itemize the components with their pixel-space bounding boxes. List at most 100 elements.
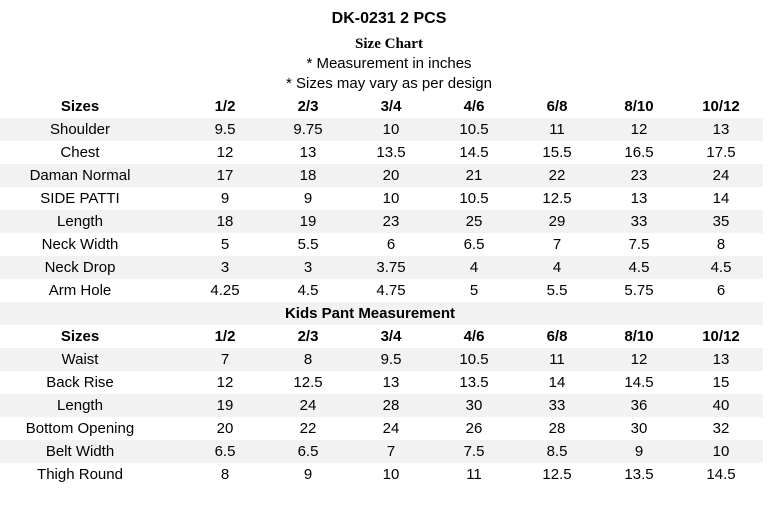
- table-cell: 6.5: [463, 236, 485, 253]
- table-cell: 6: [716, 282, 726, 299]
- table-row: Length 18 19 23 25 29 33 35: [0, 210, 763, 233]
- table-cell: 13: [299, 144, 317, 161]
- table-cell: Thigh Round: [37, 466, 123, 483]
- table-cell: 13.5: [376, 144, 406, 161]
- table-row: Bottom Opening 20 22 24 26 28 30 32: [0, 417, 763, 440]
- table-cell: 12: [630, 351, 648, 368]
- table-cell: 7: [386, 443, 396, 460]
- table-cell: 9.5: [380, 351, 402, 368]
- table-cell: Length: [57, 397, 103, 414]
- table-row: Shoulder 9.5 9.75 10 10.5 11 12 13: [0, 118, 763, 141]
- header-cell: 8/10: [624, 98, 654, 115]
- table-cell: 13.5: [459, 374, 489, 391]
- table-cell: 8: [220, 466, 230, 483]
- table-cell: 9: [634, 443, 644, 460]
- note: * Measurement in inches: [306, 55, 472, 72]
- table-row: Daman Normal 17 18 20 21 22 23 24: [0, 164, 763, 187]
- table-cell: 40: [712, 397, 730, 414]
- table-cell: 22: [299, 420, 317, 437]
- header-cell: 10/12: [702, 98, 740, 115]
- table-cell: 13.5: [624, 466, 654, 483]
- header-cell: 3/4: [380, 328, 402, 345]
- table-cell: 9.5: [214, 121, 236, 138]
- table-cell: Neck Width: [41, 236, 119, 253]
- header-cell: 1/2: [214, 328, 236, 345]
- table-cell: 6: [386, 236, 396, 253]
- table-cell: 10: [382, 121, 400, 138]
- table-cell: 15.5: [542, 144, 572, 161]
- header-cell: Sizes: [60, 328, 100, 345]
- table-cell: 10: [712, 443, 730, 460]
- table-cell: 23: [382, 213, 400, 230]
- table-cell: 8: [716, 236, 726, 253]
- table-row: SIDE PATTI 9 9 10 10.5 12.5 13 14: [0, 187, 763, 210]
- table-cell: 4.5: [710, 259, 732, 276]
- table-cell: 12: [216, 144, 234, 161]
- table-cell: 14.5: [706, 466, 736, 483]
- table-cell: 10: [382, 466, 400, 483]
- header-cell: 4/6: [463, 98, 485, 115]
- table-row: Chest 12 13 13.5 14.5 15.5 16.5 17.5: [0, 141, 763, 164]
- table-cell: 4.5: [297, 282, 319, 299]
- table-cell: 5.75: [624, 282, 654, 299]
- section-row: Kids Pant Measurement: [0, 302, 763, 325]
- table-row: Back Rise 12 12.5 13 13.5 14 14.5 15: [0, 371, 763, 394]
- table-cell: 26: [465, 420, 483, 437]
- table-cell: 7: [220, 351, 230, 368]
- table-row: Thigh Round 8 9 10 11 12.5 13.5 14.5: [0, 463, 763, 486]
- table-cell: 35: [712, 213, 730, 230]
- table-cell: 17: [216, 167, 234, 184]
- table-cell: 19: [299, 213, 317, 230]
- header-row: Sizes 1/2 2/3 3/4 4/6 6/8 8/10 10/12: [0, 325, 763, 348]
- table-cell: 14.5: [459, 144, 489, 161]
- table-cell: 10.5: [459, 121, 489, 138]
- table-cell: 9: [303, 190, 313, 207]
- table-cell: 13: [712, 121, 730, 138]
- table-cell: 5.5: [297, 236, 319, 253]
- table-cell: 13: [630, 190, 648, 207]
- table-cell: 18: [216, 213, 234, 230]
- table-cell: 7.5: [463, 443, 485, 460]
- table-cell: 4: [469, 259, 479, 276]
- table-row: Belt Width 6.5 6.5 7 7.5 8.5 9 10: [0, 440, 763, 463]
- table-cell: 24: [382, 420, 400, 437]
- table-cell: 36: [630, 397, 648, 414]
- table-cell: 8.5: [546, 443, 568, 460]
- table-row: Arm Hole 4.25 4.5 4.75 5 5.5 5.75 6: [0, 279, 763, 302]
- table-cell: 12.5: [542, 466, 572, 483]
- table-cell: 14: [712, 190, 730, 207]
- header-row: Sizes 1/2 2/3 3/4 4/6 6/8 8/10 10/12: [0, 95, 763, 118]
- header-cell: 6/8: [546, 98, 568, 115]
- table-cell: Chest: [60, 144, 100, 161]
- table-cell: 14: [548, 374, 566, 391]
- table-cell: 9: [220, 190, 230, 207]
- table-cell: 12: [630, 121, 648, 138]
- section-title: Kids Pant Measurement: [284, 305, 456, 322]
- table-cell: Bottom Opening: [25, 420, 135, 437]
- table-row: Length 19 24 28 30 33 36 40: [0, 394, 763, 417]
- header-cell: Sizes: [60, 98, 100, 115]
- table-cell: 32: [712, 420, 730, 437]
- table-cell: 20: [216, 420, 234, 437]
- table-cell: 15: [712, 374, 730, 391]
- table-cell: 4.75: [376, 282, 406, 299]
- table-cell: 13: [382, 374, 400, 391]
- table-cell: 25: [465, 213, 483, 230]
- table-cell: 11: [549, 121, 565, 138]
- table-cell: 3: [220, 259, 230, 276]
- table-cell: 3: [303, 259, 313, 276]
- note: * Sizes may vary as per design: [286, 75, 492, 92]
- table-cell: 19: [216, 397, 234, 414]
- table-cell: SIDE PATTI: [40, 190, 120, 207]
- table-cell: 16.5: [624, 144, 654, 161]
- table-cell: 21: [465, 167, 483, 184]
- table-cell: 30: [630, 420, 648, 437]
- table-cell: 22: [548, 167, 566, 184]
- table-cell: 12.5: [542, 190, 572, 207]
- table-cell: Waist: [61, 351, 99, 368]
- table-cell: 10: [382, 190, 400, 207]
- table-row: Neck Drop 3 3 3.75 4 4 4.5 4.5: [0, 256, 763, 279]
- table-cell: 3.75: [376, 259, 406, 276]
- table-cell: 24: [299, 397, 317, 414]
